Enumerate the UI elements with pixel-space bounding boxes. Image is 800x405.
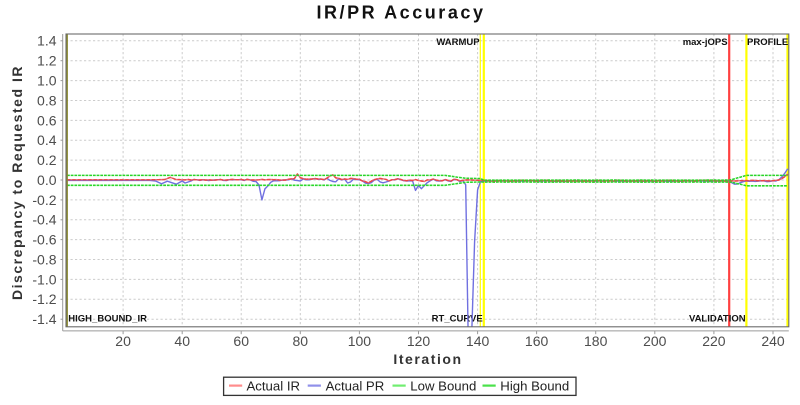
svg-text:0.0: 0.0	[37, 172, 57, 188]
svg-text:60: 60	[233, 333, 249, 349]
svg-text:-1.4: -1.4	[32, 311, 56, 327]
svg-text:Discrepancy to Requested IR: Discrepancy to Requested IR	[9, 65, 25, 300]
svg-text:High Bound: High Bound	[500, 379, 569, 394]
svg-text:1.2: 1.2	[37, 53, 57, 69]
svg-text:-1.0: -1.0	[32, 271, 56, 287]
svg-text:0.8: 0.8	[37, 92, 57, 108]
svg-text:-0.4: -0.4	[32, 212, 56, 228]
svg-text:Actual IR: Actual IR	[247, 379, 301, 394]
svg-text:Actual PR: Actual PR	[326, 379, 385, 394]
svg-text:RT_CURVE: RT_CURVE	[432, 313, 483, 324]
svg-text:Low Bound: Low Bound	[410, 379, 476, 394]
svg-text:220: 220	[702, 333, 726, 349]
svg-text:200: 200	[643, 333, 667, 349]
svg-text:HIGH_BOUND_IR: HIGH_BOUND_IR	[68, 313, 147, 324]
svg-text:0.2: 0.2	[37, 152, 57, 168]
svg-text:100: 100	[348, 333, 372, 349]
svg-text:-0.6: -0.6	[32, 232, 56, 248]
svg-text:180: 180	[584, 333, 608, 349]
svg-text:-0.2: -0.2	[32, 192, 56, 208]
svg-text:20: 20	[115, 333, 131, 349]
svg-text:IR/PR Accuracy: IR/PR Accuracy	[316, 2, 485, 22]
svg-text:Iteration: Iteration	[393, 351, 462, 367]
svg-text:160: 160	[525, 333, 549, 349]
svg-text:80: 80	[293, 333, 309, 349]
svg-text:VALIDATION: VALIDATION	[689, 313, 746, 324]
svg-text:0.6: 0.6	[37, 112, 57, 128]
svg-text:240: 240	[761, 333, 785, 349]
svg-text:PROFILE: PROFILE	[747, 37, 788, 48]
svg-text:WARMUP: WARMUP	[436, 37, 480, 48]
svg-text:140: 140	[466, 333, 490, 349]
svg-text:-1.2: -1.2	[32, 291, 56, 307]
svg-text:0.4: 0.4	[37, 132, 57, 148]
svg-text:40: 40	[174, 333, 190, 349]
svg-text:-0.8: -0.8	[32, 251, 56, 267]
svg-text:120: 120	[407, 333, 431, 349]
svg-text:1.0: 1.0	[37, 73, 57, 89]
svg-text:1.4: 1.4	[37, 33, 57, 49]
svg-text:max-jOPS: max-jOPS	[683, 37, 728, 48]
